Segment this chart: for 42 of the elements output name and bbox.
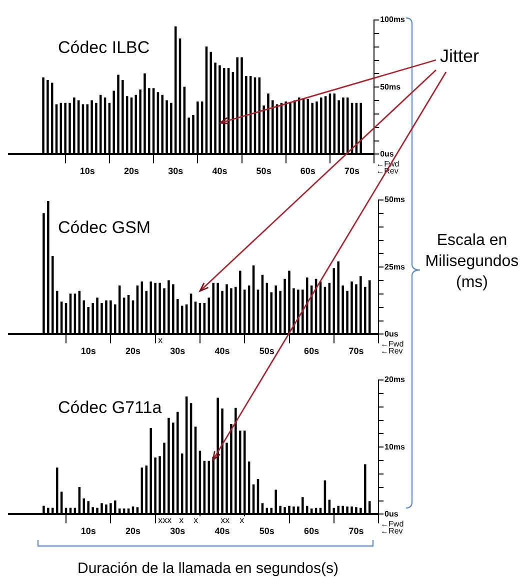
x-tick-label: 10s bbox=[80, 526, 96, 536]
y-tick-label: 0us bbox=[380, 149, 394, 158]
y-tick-label: 50ms bbox=[380, 82, 402, 92]
x-tick-label: 60s bbox=[304, 346, 320, 356]
x-tick-label: 50s bbox=[256, 166, 272, 176]
y-tick-label: 0us bbox=[384, 329, 399, 338]
x-tick-label: 70s bbox=[348, 526, 364, 536]
text: ←Fwd bbox=[380, 519, 404, 528]
x-tick-label: 40s bbox=[214, 346, 230, 356]
text: ←Fwd bbox=[380, 339, 404, 348]
text: Códec G711a bbox=[58, 398, 162, 418]
x-tick-label: 50s bbox=[259, 346, 274, 356]
y-tick-label: 0us bbox=[384, 509, 399, 518]
x-tick-label: 30s bbox=[168, 166, 184, 176]
x-tick-label: 60s bbox=[304, 526, 320, 536]
x-tick-label: 40s bbox=[212, 166, 228, 176]
y-tick-label: 50ms bbox=[384, 195, 406, 204]
x-tick-label: 60s bbox=[300, 166, 316, 176]
x-tick-label: 70s bbox=[344, 166, 360, 176]
x-tick-label: 10s bbox=[80, 346, 96, 356]
text: ←Rev bbox=[380, 346, 403, 356]
x-tick-label: 30s bbox=[170, 346, 186, 356]
x-tick-label: 20s bbox=[125, 346, 141, 356]
text: Jitter bbox=[440, 46, 480, 67]
text: Códec ILBC bbox=[58, 38, 150, 58]
x-tick-label: 40s bbox=[214, 526, 230, 536]
x-tick-label: 70s bbox=[348, 346, 364, 356]
x-tick-label: 50s bbox=[259, 526, 274, 536]
text: Códec GSM bbox=[58, 218, 151, 238]
x-tick-label: 30s bbox=[170, 526, 186, 536]
text: xxx x x xx x bbox=[158, 515, 245, 526]
text: ←Rev bbox=[380, 526, 403, 536]
text: Escala en Milisegundos (ms) bbox=[424, 231, 520, 293]
x-tick-label: 20s bbox=[125, 526, 141, 536]
y-tick-label: 100ms bbox=[380, 15, 406, 24]
text: x bbox=[158, 335, 164, 346]
y-tick-label: 10ms bbox=[384, 442, 406, 452]
y-tick-label: 20ms bbox=[384, 375, 406, 384]
x-axis-title: Duración de la llamada en segundos(s) bbox=[76, 560, 340, 577]
x-tick-label: 10s bbox=[80, 166, 95, 176]
y-tick-label: 25ms bbox=[384, 262, 406, 272]
x-tick-label: 20s bbox=[124, 166, 140, 176]
